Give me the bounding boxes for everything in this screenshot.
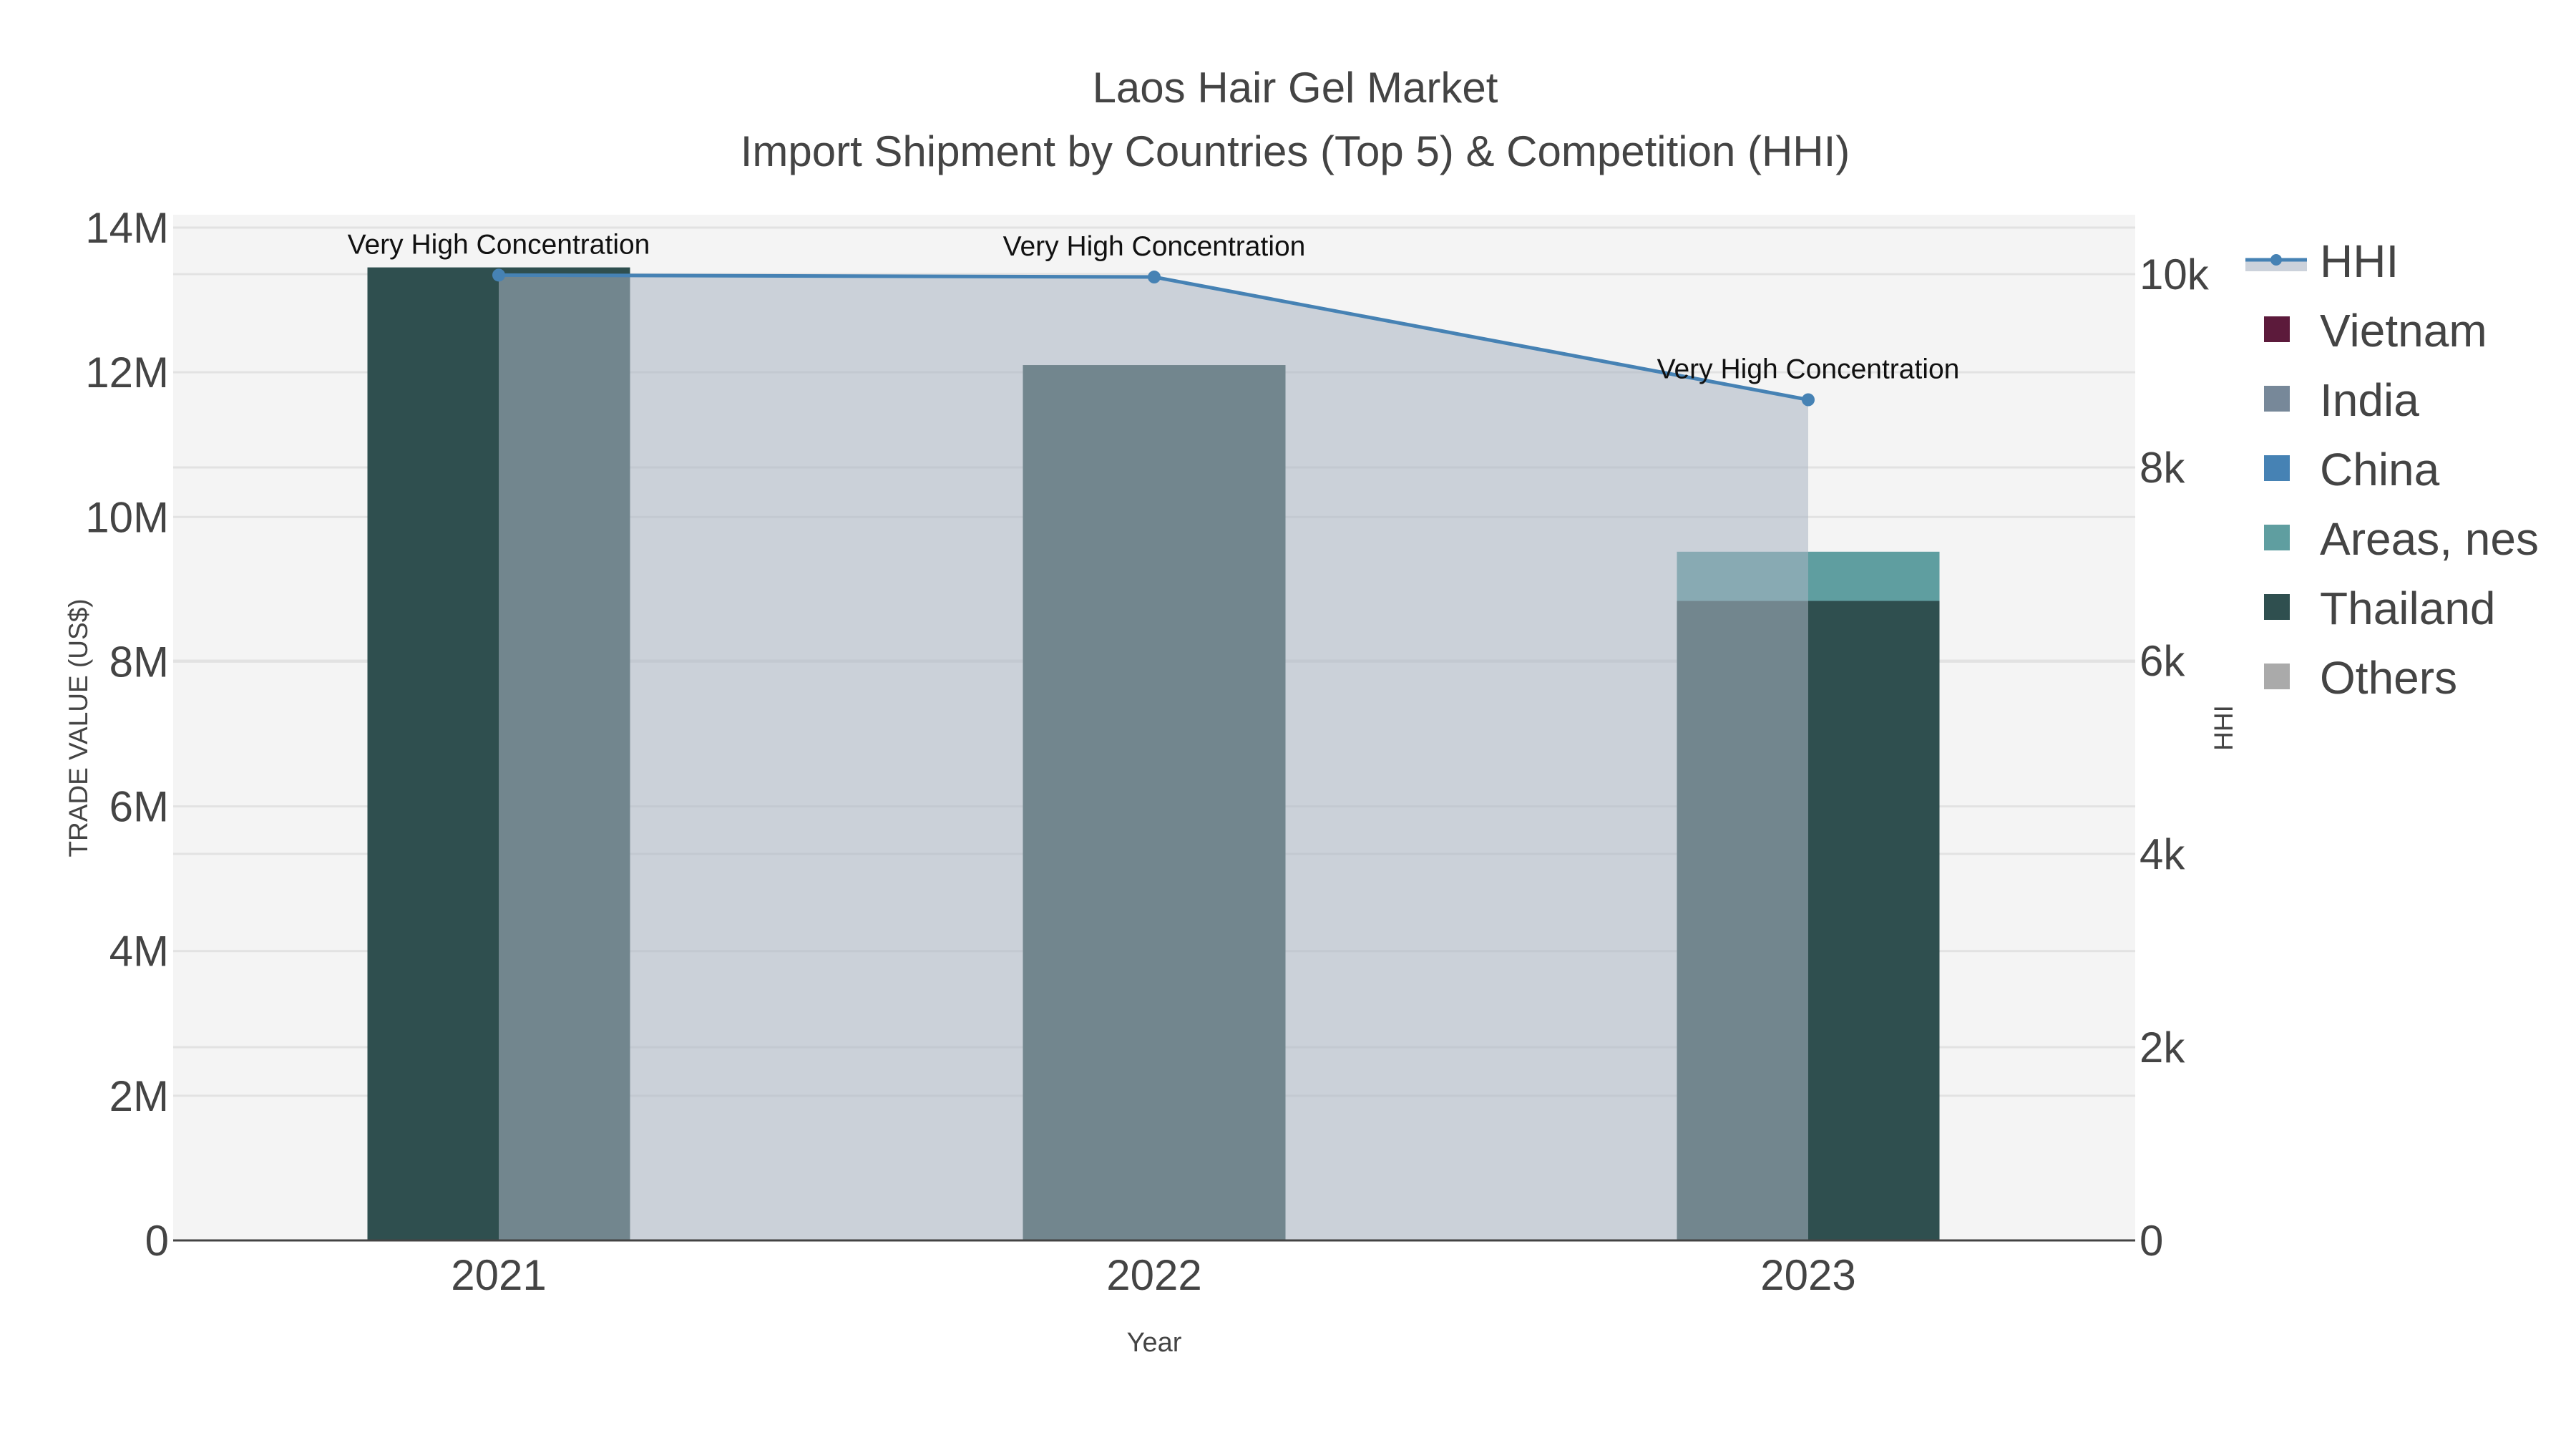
chart-subtitle: Import Shipment by Countries (Top 5) & C…: [741, 127, 1850, 175]
legend-label: Others: [2320, 652, 2457, 704]
legend-swatch: [2264, 664, 2290, 689]
legend: HHI Vietnam India China Areas, nes Thailand Ot…: [2245, 235, 2539, 704]
hhi-annotation: Very High Concentration: [348, 229, 650, 260]
x-tick-label: 2022: [1106, 1251, 1201, 1299]
y-tick-label: 14M: [85, 204, 169, 252]
y2-axis-title: HHI: [2209, 705, 2238, 751]
hhi-point[interactable]: [1148, 271, 1161, 284]
legend-label: HHI: [2320, 235, 2399, 287]
hhi-annotation: Very High Concentration: [1657, 354, 1960, 385]
legend-item-vietnam[interactable]: Vietnam: [2264, 305, 2487, 356]
y2-tick-label: 6k: [2140, 637, 2185, 685]
legend-swatch: [2264, 525, 2290, 550]
y-tick-label: 0: [145, 1217, 169, 1265]
y-tick-label: 10M: [85, 493, 169, 541]
legend-item-india[interactable]: India: [2264, 374, 2419, 426]
chart-title: Laos Hair Gel Market: [1093, 64, 1498, 112]
legend-label: Vietnam: [2320, 305, 2487, 356]
ticks: 0 2M 4M 6M 8M 10M 12M 14M 0 2k 4k 6k 8k 10k 2021 2022 20…: [85, 204, 2209, 1299]
legend-item-thailand[interactable]: Thailand: [2264, 583, 2496, 634]
y2-tick-label: 0: [2140, 1217, 2163, 1265]
legend-swatch: [2264, 594, 2290, 620]
y-tick-label: 4M: [109, 928, 169, 976]
hhi-annotation: Very High Concentration: [1003, 231, 1306, 262]
legend-label: Areas, nes: [2320, 513, 2539, 565]
hhi-layer: Very High Concentration Very High Concent…: [348, 229, 1960, 1241]
x-axis-title: Year: [1127, 1328, 1182, 1358]
legend-label: Thailand: [2320, 583, 2496, 634]
hhi-point[interactable]: [1802, 393, 1815, 407]
hhi-area: [499, 275, 1808, 1241]
y2-tick-label: 4k: [2140, 830, 2185, 878]
y-tick-label: 6M: [109, 783, 169, 831]
x-tick-label: 2023: [1760, 1251, 1855, 1299]
legend-swatch: [2264, 455, 2290, 481]
legend-item-others[interactable]: Others: [2264, 652, 2457, 704]
y-axis-title: TRADE VALUE (US$): [64, 598, 93, 857]
legend-item-china[interactable]: China: [2264, 444, 2440, 495]
legend-swatch-marker: [2270, 254, 2282, 266]
y2-tick-label: 8k: [2140, 444, 2185, 492]
legend-label: India: [2320, 374, 2419, 426]
y2-tick-label: 2k: [2140, 1024, 2185, 1071]
legend-label: China: [2320, 444, 2440, 495]
hhi-point[interactable]: [492, 268, 505, 282]
legend-item-areas-nes[interactable]: Areas, nes: [2264, 513, 2539, 565]
y-tick-label: 8M: [109, 638, 169, 686]
y-tick-label: 2M: [109, 1072, 169, 1120]
legend-item-hhi[interactable]: HHI: [2245, 235, 2399, 287]
x-tick-label: 2021: [451, 1251, 546, 1299]
y-tick-label: 12M: [85, 349, 169, 397]
legend-swatch: [2264, 316, 2290, 342]
legend-swatch: [2264, 386, 2290, 412]
y2-tick-label: 10k: [2140, 251, 2210, 298]
